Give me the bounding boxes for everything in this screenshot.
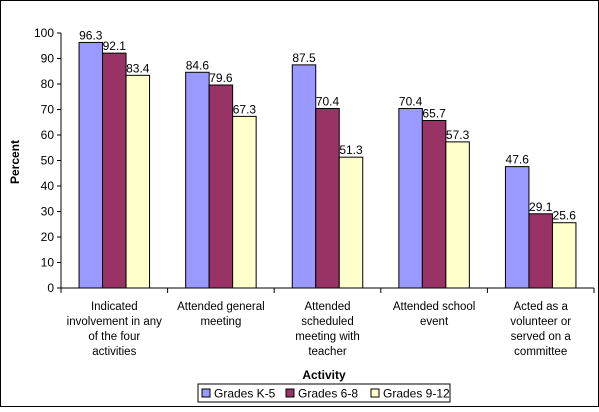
x-tick-label-line: Attended: [304, 301, 350, 313]
data-label: 70.4: [316, 94, 340, 108]
bar: [421, 119, 447, 289]
x-tick-label-line: Acted as a: [514, 301, 569, 313]
bar: [78, 41, 104, 289]
data-label: 83.4: [126, 61, 150, 75]
bar: [315, 107, 340, 289]
x-tick-label-line: Attended school: [393, 301, 475, 313]
x-tick-label-line: of the four: [88, 331, 140, 343]
x-tick-label-line: meeting with: [295, 331, 360, 343]
x-tick-label-line: volunteer or: [510, 316, 571, 328]
data-label: 84.6: [186, 58, 210, 72]
bar: [232, 115, 257, 289]
bar: [398, 107, 423, 289]
y-axis-title: Percent: [8, 140, 22, 184]
x-tick-label-line: meeting: [200, 316, 241, 328]
y-tick-label: 30: [41, 205, 55, 219]
bar: [551, 222, 577, 289]
legend-swatch: [370, 388, 380, 398]
bar: [528, 213, 553, 289]
y-tick-label: 50: [41, 154, 55, 168]
legend-label: Grades K-5: [214, 387, 276, 401]
x-tick-label: Attended general meeting: [177, 301, 265, 328]
data-label: 57.3: [446, 128, 470, 142]
y-tick-label: 60: [41, 128, 55, 142]
bar: [338, 156, 364, 289]
x-axis-title: Activity: [302, 368, 346, 382]
x-tick-label-line: involvement in any: [67, 316, 162, 328]
legend-swatch: [285, 388, 295, 398]
data-label: 51.3: [339, 143, 363, 157]
legend-swatch: [201, 388, 211, 398]
y-tick-label: 40: [41, 179, 55, 193]
y-tick-label: 0: [47, 281, 54, 295]
x-tick-label-line: teacher: [308, 346, 347, 358]
bar: [504, 166, 530, 289]
data-label: 25.6: [553, 209, 577, 223]
data-label: 67.3: [233, 102, 257, 116]
x-tick-label-line: committee: [514, 346, 567, 358]
y-tick-label: 20: [41, 230, 55, 244]
y-tick-label: 100: [34, 26, 54, 40]
data-label: 29.1: [529, 200, 553, 214]
legend-box: [197, 383, 451, 403]
x-tick-label-line: event: [420, 316, 449, 328]
bar: [185, 71, 210, 289]
y-tick-label: 90: [41, 52, 55, 66]
x-tick-label-line: served on a: [511, 331, 572, 343]
data-label: 47.6: [506, 153, 530, 167]
bar: [125, 74, 151, 289]
legend-label: Grades 9-12: [383, 387, 450, 401]
legend-label: Grades 6-8: [298, 387, 358, 401]
y-axis-title-group: Percent: [8, 140, 22, 184]
x-tick-label-line: Attended general: [177, 301, 265, 313]
data-label: 70.4: [399, 94, 423, 108]
bar: [291, 64, 317, 289]
bar: [208, 84, 234, 289]
x-tick-label: Acted as a volunteer or served on a committ…: [510, 301, 571, 358]
y-tick-label: 10: [41, 256, 55, 270]
data-label: 96.3: [79, 28, 103, 42]
x-tick-label: Attended scheduled meeting with teacher: [295, 301, 360, 358]
x-tick-label: Indicated involvement in any of the four ac…: [67, 301, 162, 358]
x-tick-label: Attended school event: [393, 301, 475, 328]
x-tick-label-line: activities: [92, 346, 136, 358]
x-tick-label-line: Indicated: [91, 301, 138, 313]
legend: Grades K-5 Grades 6-8 Grades 9-12: [197, 383, 451, 403]
y-tick-label: 80: [41, 77, 55, 91]
data-label: 87.5: [292, 51, 316, 65]
data-label: 79.6: [209, 71, 233, 85]
x-tick-label-line: scheduled: [301, 316, 353, 328]
data-label: 65.7: [422, 106, 446, 120]
plot-area: 0 10 20 30 40 50 60 70 80 90 100 96.392.1 83.4 84.679…: [34, 26, 595, 358]
bar: [445, 141, 470, 289]
y-tick-label: 70: [41, 103, 55, 117]
data-label: 92.1: [103, 39, 127, 53]
bar: [102, 52, 127, 289]
